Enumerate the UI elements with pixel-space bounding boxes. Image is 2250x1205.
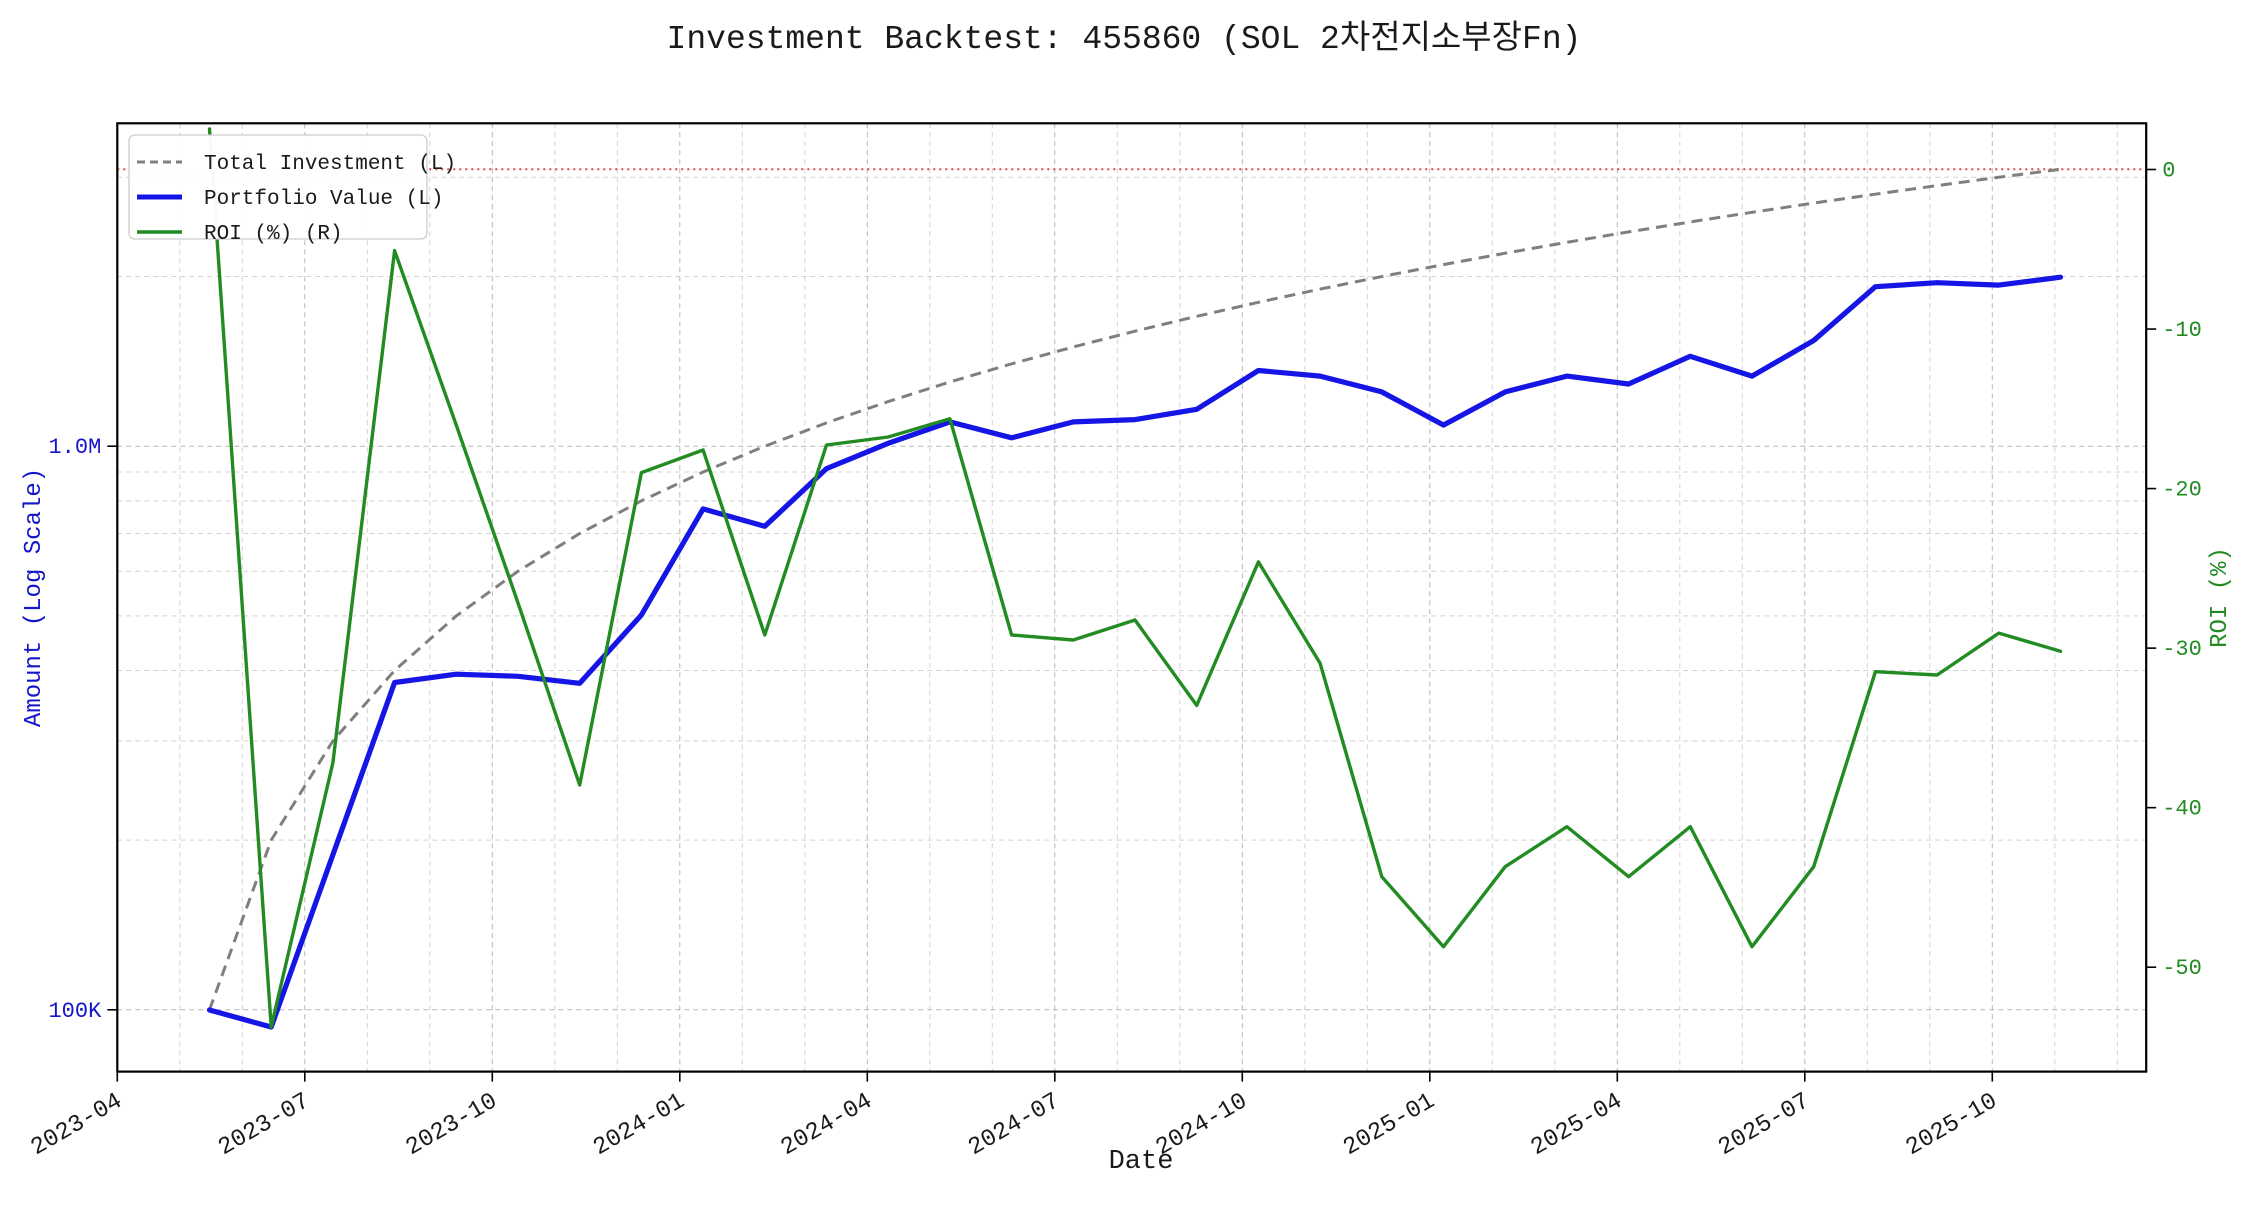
svg-text:100K: 100K (48, 999, 102, 1024)
svg-text:Date: Date (1109, 1147, 1174, 1177)
svg-text:1.0M: 1.0M (48, 435, 101, 460)
svg-text:-50: -50 (2162, 956, 2202, 981)
svg-text:-20: -20 (2162, 478, 2202, 503)
svg-text:0: 0 (2162, 159, 2175, 184)
svg-text:Amount (Log Scale): Amount (Log Scale) (21, 468, 48, 727)
svg-text:-10: -10 (2162, 318, 2202, 343)
svg-text:-30: -30 (2162, 637, 2202, 662)
svg-text:Total Investment (L): Total Investment (L) (204, 153, 456, 176)
svg-text:-40: -40 (2162, 797, 2202, 822)
svg-text:Investment Backtest: 455860 (S: Investment Backtest: 455860 (SOL 2차전지소부장… (667, 20, 1582, 58)
svg-text:Portfolio Value (L): Portfolio Value (L) (204, 188, 443, 211)
svg-text:ROI (%) (R): ROI (%) (R) (204, 223, 343, 246)
svg-text:ROI (%): ROI (%) (2207, 547, 2234, 648)
